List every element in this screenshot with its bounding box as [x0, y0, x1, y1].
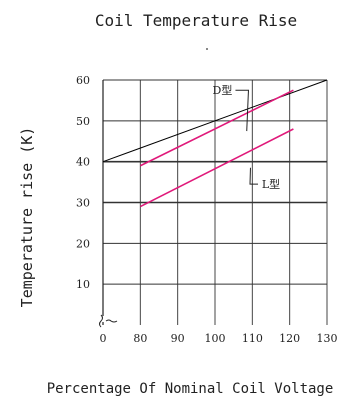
series-label-group: D型 L型 [213, 83, 281, 191]
axis-break-squiggle-right [105, 319, 118, 323]
reference-line-group [102, 79, 328, 163]
series-lines [139, 89, 294, 208]
reference-line [102, 79, 328, 163]
y-axis-label: Temperature rise (K) [18, 127, 36, 308]
series-label-l-type: L型 [262, 177, 280, 191]
stray-dot [206, 48, 208, 50]
chart-title: Coil Temperature Rise [95, 11, 297, 30]
x-tick-label: 0 [100, 332, 107, 345]
y-tick-label: 50 [76, 115, 90, 128]
x-tick-label: 80 [133, 332, 147, 345]
x-tick-label: 110 [242, 332, 263, 345]
series-label-pointer-d-type [235, 89, 249, 132]
series-line-d-type [139, 89, 294, 167]
y-tick-label: 60 [76, 74, 90, 87]
x-tick-label: 100 [205, 332, 226, 345]
plot-grid [102, 79, 328, 325]
y-tick-label: 20 [76, 237, 90, 250]
x-tick-label: 120 [279, 332, 300, 345]
x-tick-label: 90 [171, 332, 185, 345]
y-tick-label: 40 [76, 156, 90, 169]
series-label-d-type: D型 [213, 83, 233, 97]
axis-break-mark [99, 314, 118, 328]
y-tick-label: 30 [76, 197, 90, 210]
x-tick-label: 130 [317, 332, 338, 345]
axis-break-squiggle-left [99, 314, 103, 328]
x-axis-label: Percentage Of Nominal Coil Voltage [47, 381, 334, 397]
y-tick-label: 10 [76, 278, 90, 291]
y-tick-labels: 10 20 30 40 50 60 [76, 74, 90, 291]
series-line-l-type [139, 128, 294, 208]
x-tick-labels: 0 80 90 100 110 120 130 [100, 332, 338, 345]
series-label-pointer-l-type [249, 167, 258, 185]
